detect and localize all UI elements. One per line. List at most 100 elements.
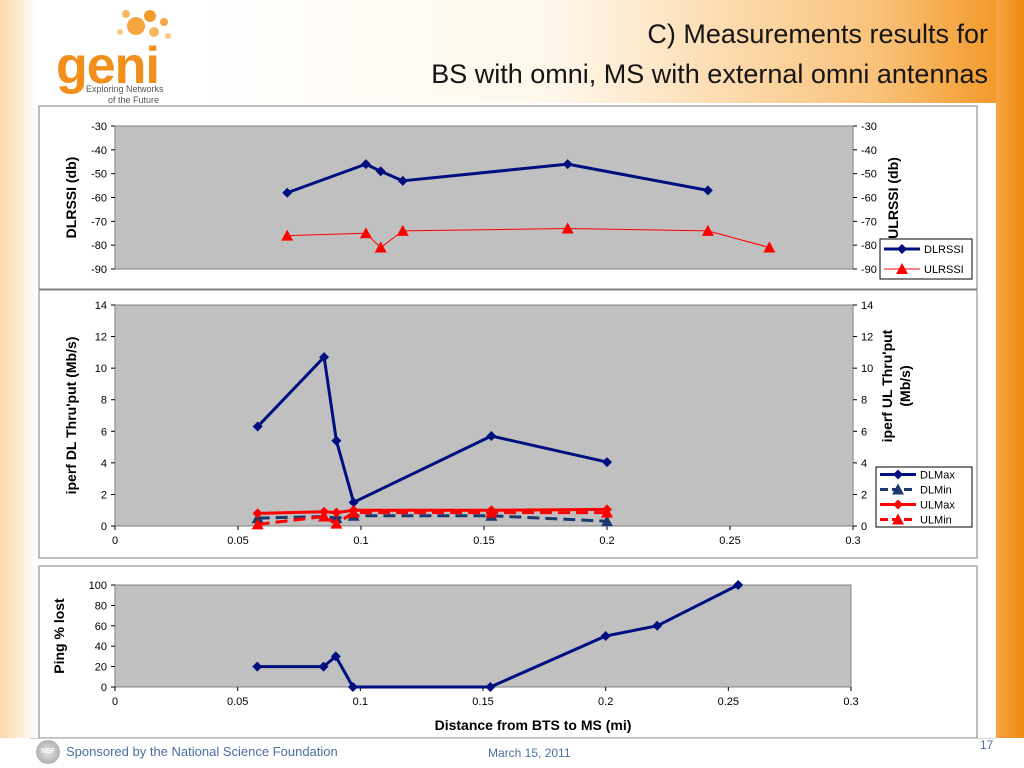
y2-tick-label: -80 [861, 240, 877, 252]
series-dlrssi [282, 159, 713, 198]
logo-tagline: Exploring Networks of the Future [86, 84, 164, 106]
y-tick-label: 10 [95, 363, 107, 375]
data-point [561, 222, 574, 234]
title-line-2: BS with omni, MS with external omni ante… [431, 59, 988, 89]
title-line-1: C) Measurements results for [647, 19, 988, 49]
plot-area [114, 304, 854, 527]
y-axis-label-left: DLRSSI (db) [63, 157, 79, 239]
y-tick-label: 0 [101, 521, 107, 533]
data-point [252, 421, 263, 432]
y-axis-label-right: ULRSSI (db) [885, 157, 901, 239]
data-point [347, 682, 358, 692]
page-number: 17 [980, 738, 994, 752]
data-point [330, 517, 343, 529]
series-dlmax [252, 352, 612, 508]
data-point [318, 510, 331, 522]
y-tick-label: 12 [95, 332, 107, 344]
y-tick-label: 20 [95, 662, 107, 674]
y-axis-label-left: iperf DL Thru'put (Mb/s) [63, 337, 79, 495]
y2-tick-label: 10 [861, 363, 873, 375]
data-point [601, 506, 613, 518]
data-point [330, 651, 341, 662]
legend-box [879, 238, 973, 280]
data-point [374, 241, 387, 253]
y-tick-label: 8 [101, 395, 107, 407]
data-point [252, 508, 263, 519]
series-line [257, 507, 608, 515]
x-tick-label: 0.15 [473, 535, 494, 547]
y2-tick-label: 4 [861, 458, 867, 470]
y-tick-label: -30 [91, 121, 107, 133]
y2-tick-label: 6 [861, 426, 867, 438]
y-tick-label: 6 [101, 426, 107, 438]
data-point [319, 352, 330, 363]
y-tick-label: -40 [91, 145, 107, 157]
y2-tick-label: -60 [861, 193, 877, 205]
legend-label: DLMax [920, 470, 955, 482]
y-tick-label: -80 [91, 240, 107, 252]
data-point [348, 497, 359, 508]
legend-label: ULRSSI [924, 264, 964, 276]
top-accent-band [200, 0, 996, 103]
data-point [600, 631, 611, 641]
y2-tick-label: 0 [861, 521, 867, 533]
data-point [281, 229, 294, 241]
y-tick-label: -70 [91, 216, 107, 228]
y2-tick-label: -40 [861, 145, 877, 157]
plot-area [114, 125, 854, 270]
y-tick-label: -90 [91, 264, 107, 276]
data-point [359, 227, 372, 239]
right-accent-bar [996, 0, 1024, 738]
y-tick-label: -50 [91, 169, 107, 181]
data-point [601, 515, 613, 527]
slide-title: C) Measurements results for BS with omni… [431, 14, 988, 94]
data-point [331, 507, 342, 518]
data-point [486, 431, 497, 442]
x-tick-label: 0.25 [718, 696, 739, 708]
footer-divider [30, 738, 996, 739]
data-point [251, 518, 264, 530]
series-line [286, 162, 709, 195]
y-tick-label: -60 [91, 193, 107, 205]
data-point [347, 506, 360, 518]
x-tick-label: 0.3 [843, 696, 858, 708]
x-tick-label: 0.3 [845, 535, 860, 547]
y-tick-label: 14 [95, 300, 107, 312]
chart-1: -30 -30 -40 -40 -50 -50 -60 -60 -70 -70 -80 -80 -90 -… [38, 105, 978, 290]
logo-tagline-2: of the Future [108, 95, 160, 105]
data-point [282, 187, 293, 198]
x-axis-label: Distance from BTS to MS (mi) [435, 717, 632, 733]
y2-tick-label: 8 [861, 395, 867, 407]
y2-tick-label: -30 [861, 121, 877, 133]
x-tick-label: 0.1 [353, 535, 368, 547]
y-tick-label: 60 [95, 621, 107, 633]
data-point [602, 457, 612, 468]
y2-tick-label: -90 [861, 264, 877, 276]
x-tick-label: 0.05 [227, 535, 248, 547]
data-point [397, 175, 408, 186]
x-tick-label: 0 [112, 535, 118, 547]
y-tick-label: 40 [95, 641, 107, 653]
y2-tick-label: -50 [861, 169, 877, 181]
y-tick-label: 0 [101, 682, 107, 694]
data-point [318, 661, 329, 672]
series-ulrssi [281, 222, 776, 253]
x-tick-label: 0.2 [598, 696, 613, 708]
y-tick-label: 2 [101, 489, 107, 501]
data-point [702, 185, 713, 196]
legend-marker [892, 483, 904, 495]
nsf-logo-icon: NSF [36, 740, 60, 764]
legend: DLRSSI ULRSSI [879, 238, 973, 280]
x-tick-label: 0.1 [353, 696, 368, 708]
legend-label: DLMin [920, 485, 952, 497]
x-tick-label: 0.2 [599, 535, 614, 547]
legend-label: ULMin [920, 515, 952, 527]
footer-date: March 15, 2011 [488, 746, 571, 760]
series-ping-lost [252, 580, 744, 692]
y2-tick-label: 2 [861, 489, 867, 501]
data-point [763, 241, 776, 253]
data-point [701, 224, 714, 236]
x-tick-label: 0 [112, 696, 118, 708]
legend-label: DLRSSI [924, 244, 964, 256]
